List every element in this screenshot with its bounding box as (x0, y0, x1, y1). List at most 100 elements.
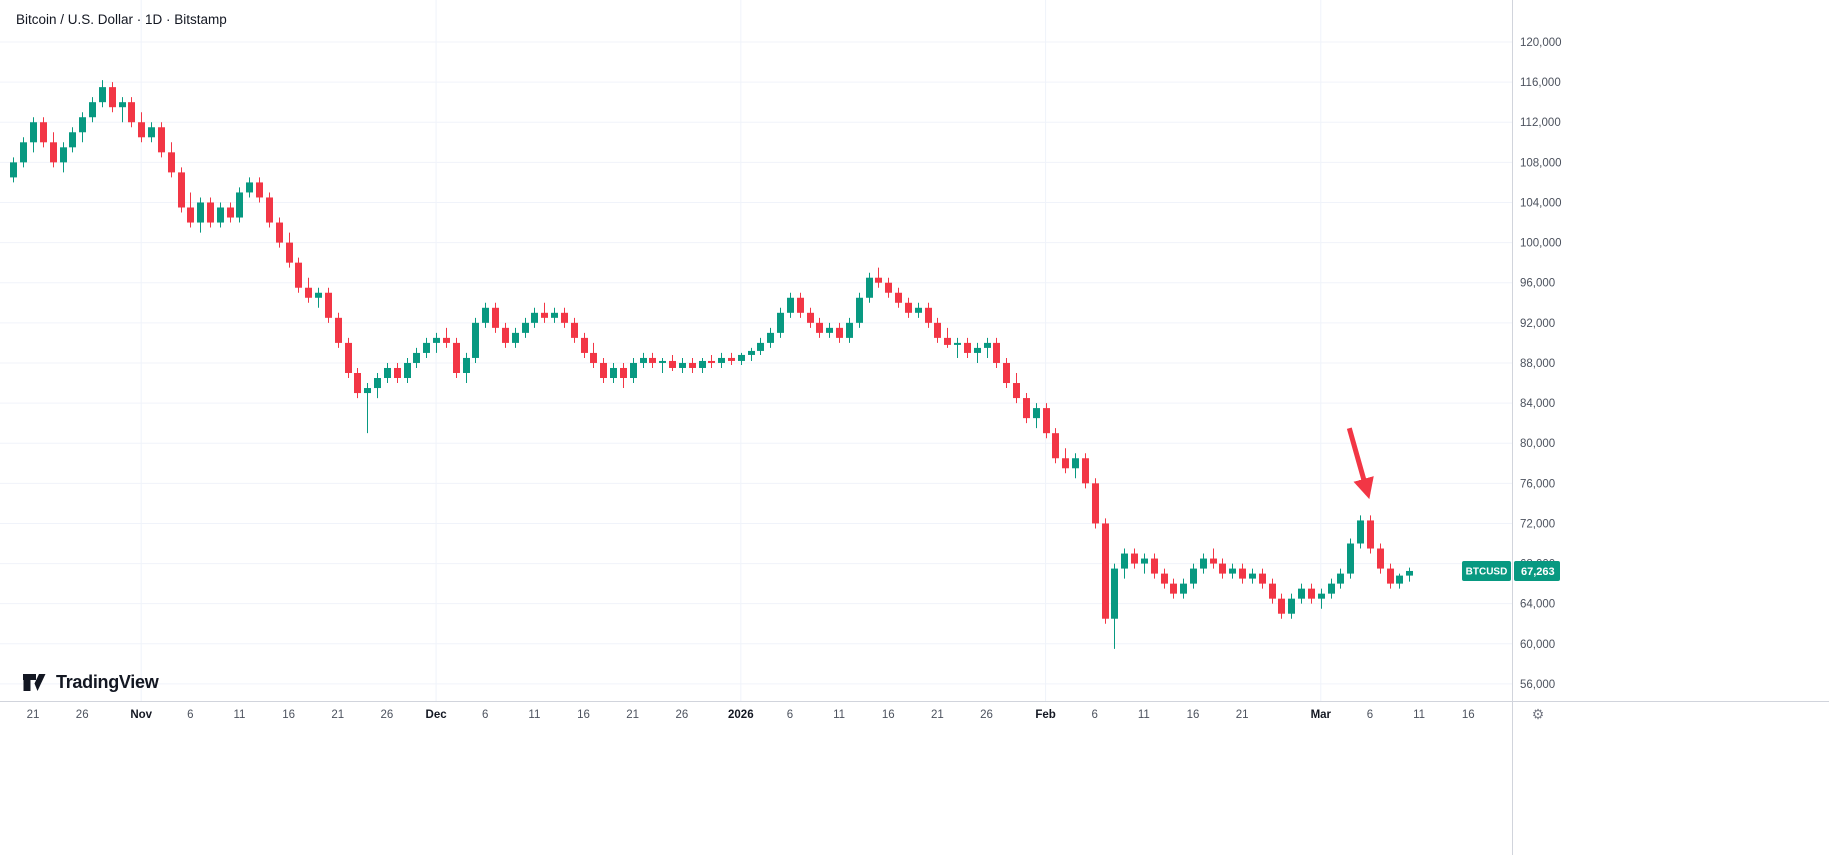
candle (20, 137, 27, 168)
candle (561, 307, 568, 328)
time-axis-label: 16 (282, 709, 295, 721)
candle (246, 177, 253, 198)
candle (1023, 393, 1030, 424)
candle (1111, 563, 1118, 649)
candle (404, 357, 411, 384)
candle (453, 337, 460, 379)
candle (315, 287, 322, 308)
candle (345, 337, 352, 379)
time-axis-label: 21 (331, 709, 344, 721)
candle (934, 317, 941, 343)
time-axis-label: 11 (1413, 709, 1425, 721)
time-axis-label: 6 (482, 709, 488, 721)
price-axis-label: 100,000 (1520, 238, 1562, 250)
time-axis-label: 6 (787, 709, 793, 721)
candle (1337, 568, 1344, 589)
candle (1072, 453, 1079, 479)
candle (168, 142, 175, 178)
price-axis-label: 88,000 (1520, 358, 1555, 370)
candle (1269, 578, 1276, 604)
time-axis-label: 26 (980, 709, 993, 721)
candle (374, 372, 381, 399)
tradingview-logo[interactable]: TradingView (22, 670, 159, 694)
time-axis-label: 6 (187, 709, 193, 721)
candle (699, 357, 706, 373)
candle (492, 302, 499, 333)
candle (286, 232, 293, 268)
candle (974, 342, 981, 363)
candle (99, 80, 106, 108)
candle (856, 292, 863, 328)
candle (797, 292, 804, 318)
candle (178, 167, 185, 213)
candle (256, 177, 263, 203)
badge-price-label: 67,263 (1521, 566, 1555, 578)
candle (1102, 518, 1109, 624)
candle (689, 357, 696, 373)
candle (571, 317, 578, 343)
candle (541, 302, 548, 323)
price-axis-label: 96,000 (1520, 278, 1555, 290)
candle (777, 307, 784, 338)
time-axis-label: 11 (1138, 709, 1150, 721)
candle (197, 197, 204, 233)
candle (1033, 403, 1040, 429)
candle (158, 122, 165, 158)
price-axis[interactable] (1512, 0, 1829, 701)
candle (502, 322, 509, 348)
price-axis-label: 72,000 (1520, 518, 1555, 530)
price-axis-label: 120,000 (1520, 37, 1562, 49)
candle (463, 352, 470, 384)
candle (109, 82, 116, 113)
annotation-arrow[interactable] (1346, 427, 1374, 500)
candle (50, 132, 57, 168)
candle (659, 357, 666, 373)
candle (551, 307, 558, 323)
candle (905, 297, 912, 318)
candle (89, 97, 96, 123)
candle (79, 112, 86, 143)
symbol-title-text: Bitcoin / U.S. Dollar · 1D · Bitstamp (16, 12, 227, 27)
chart-legend-title[interactable]: Bitcoin / U.S. Dollar · 1D · Bitstamp (16, 12, 227, 27)
candle (679, 357, 686, 373)
price-axis-label: 80,000 (1520, 438, 1555, 450)
price-axis-label: 84,000 (1520, 398, 1555, 410)
candle (148, 122, 155, 143)
candle (1003, 357, 1010, 389)
candle (1406, 567, 1413, 582)
candle (1249, 568, 1256, 584)
time-axis-label: 6 (1367, 709, 1373, 721)
candle (364, 383, 371, 434)
tradingview-logo-icon (22, 670, 48, 694)
candle (1170, 578, 1177, 599)
candle (138, 112, 145, 143)
axis-settings-gear-icon[interactable]: ⚙ (1532, 706, 1545, 722)
time-axis-label: 21 (626, 709, 639, 721)
time-axis-label: Mar (1311, 709, 1332, 721)
time-axis-label: 6 (1091, 709, 1097, 721)
candle (1308, 583, 1315, 604)
candle (119, 97, 126, 123)
candle (767, 327, 774, 348)
time-axis-label: Feb (1035, 709, 1055, 721)
price-axis-label: 112,000 (1520, 117, 1561, 129)
candle (944, 327, 951, 348)
price-axis-label: 104,000 (1520, 197, 1562, 209)
candle (10, 157, 17, 183)
grid-lines (0, 0, 1512, 701)
candle (40, 117, 47, 148)
candle (738, 352, 745, 365)
candle (984, 337, 991, 358)
candle (1131, 548, 1138, 569)
candle (187, 192, 194, 228)
time-axis[interactable] (0, 701, 1829, 855)
time-axis-label: 26 (675, 709, 688, 721)
candle (1180, 578, 1187, 599)
candle (1092, 478, 1099, 529)
candle (826, 322, 833, 338)
candle (1357, 515, 1364, 549)
candle (600, 357, 607, 384)
time-axis-label: 26 (76, 709, 89, 721)
